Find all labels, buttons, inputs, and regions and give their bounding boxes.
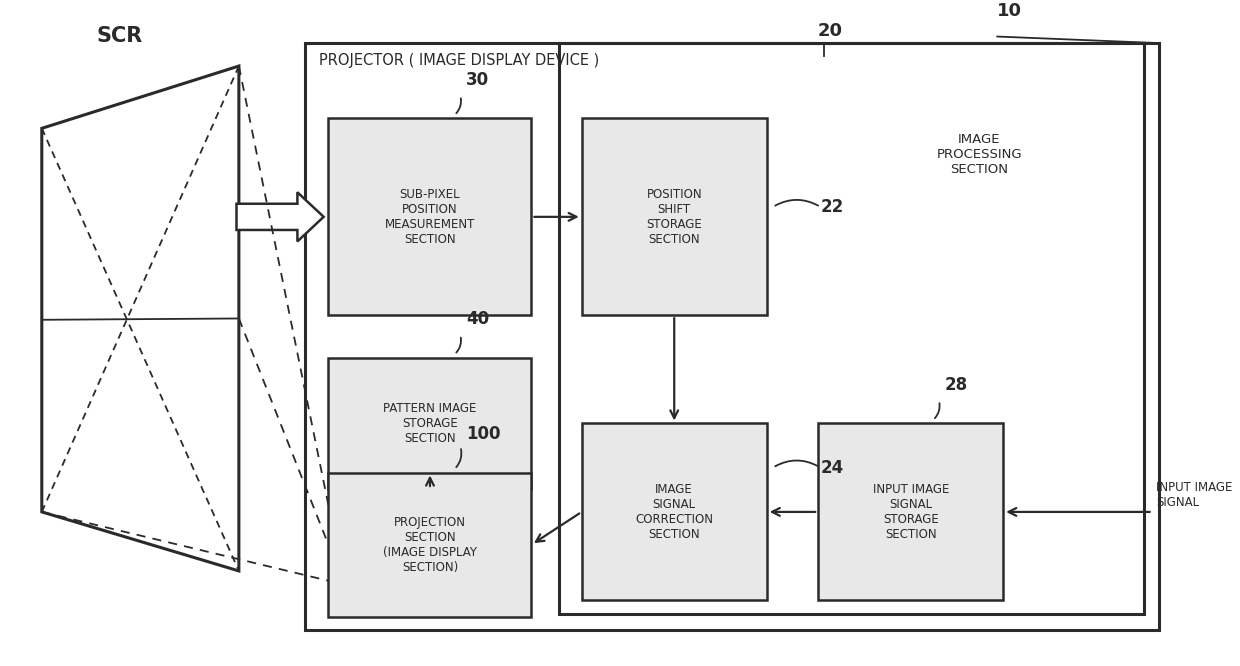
Text: SUB-PIXEL
POSITION
MEASUREMENT
SECTION: SUB-PIXEL POSITION MEASUREMENT SECTION xyxy=(384,188,475,246)
Text: 30: 30 xyxy=(466,71,490,89)
Text: 40: 40 xyxy=(466,310,490,328)
Bar xyxy=(582,424,766,601)
Text: IMAGE
SIGNAL
CORRECTION
SECTION: IMAGE SIGNAL CORRECTION SECTION xyxy=(635,483,713,541)
Text: INPUT IMAGE
SIGNAL: INPUT IMAGE SIGNAL xyxy=(1156,481,1233,509)
Bar xyxy=(582,119,766,315)
Text: 28: 28 xyxy=(945,376,968,394)
Text: 100: 100 xyxy=(466,425,501,443)
Text: 20: 20 xyxy=(817,22,843,40)
Bar xyxy=(329,358,532,489)
Text: INPUT IMAGE
SIGNAL
STORAGE
SECTION: INPUT IMAGE SIGNAL STORAGE SECTION xyxy=(873,483,949,541)
Text: PROJECTION
SECTION
(IMAGE DISPLAY
SECTION): PROJECTION SECTION (IMAGE DISPLAY SECTIO… xyxy=(383,515,477,573)
Text: POSITION
SHIFT
STORAGE
SECTION: POSITION SHIFT STORAGE SECTION xyxy=(646,188,702,246)
Bar xyxy=(329,473,532,617)
Text: PROJECTOR ( IMAGE DISPLAY DEVICE ): PROJECTOR ( IMAGE DISPLAY DEVICE ) xyxy=(319,53,599,68)
Bar xyxy=(305,43,1158,630)
Text: 24: 24 xyxy=(821,459,844,477)
Text: 10: 10 xyxy=(997,2,1022,20)
Bar xyxy=(559,43,1145,613)
Text: 22: 22 xyxy=(821,198,844,216)
Bar xyxy=(329,119,532,315)
Text: IMAGE
PROCESSING
SECTION: IMAGE PROCESSING SECTION xyxy=(936,133,1022,176)
Text: SCR: SCR xyxy=(97,27,143,47)
Text: PATTERN IMAGE
STORAGE
SECTION: PATTERN IMAGE STORAGE SECTION xyxy=(383,402,476,445)
Polygon shape xyxy=(237,192,324,242)
Bar xyxy=(818,424,1003,601)
